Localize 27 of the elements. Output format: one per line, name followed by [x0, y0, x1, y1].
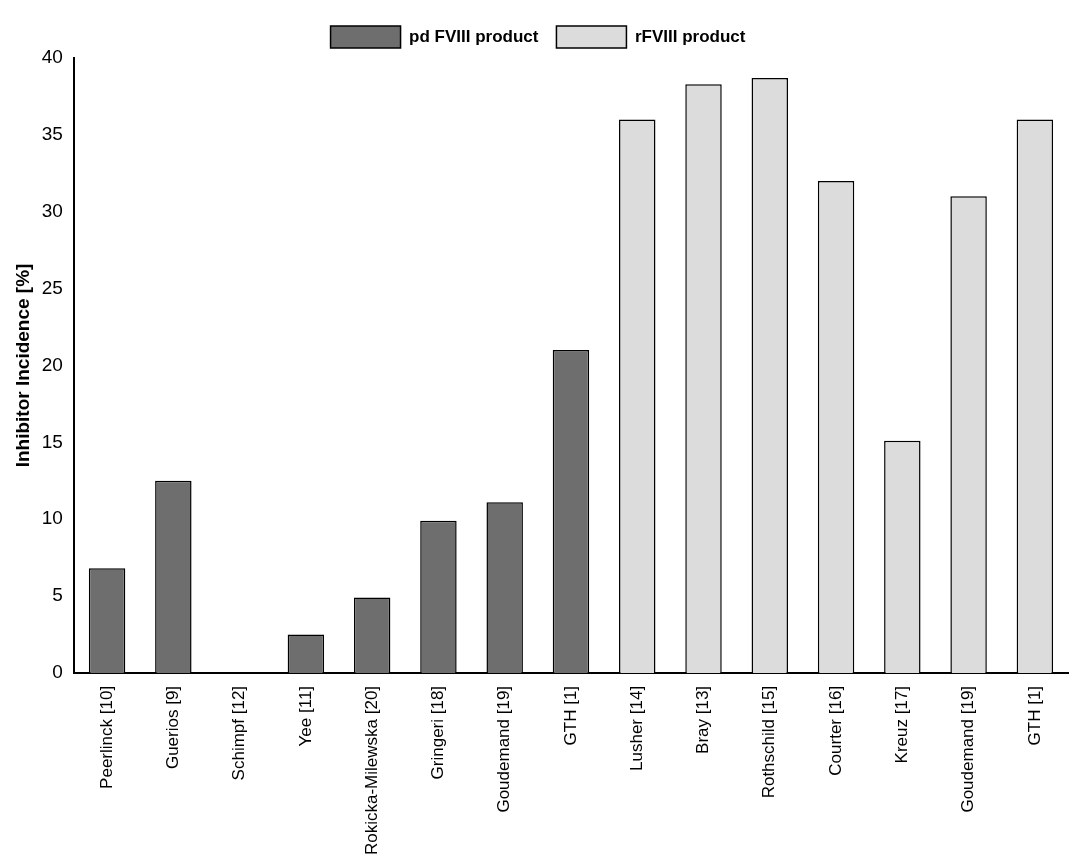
y-tick-label: 35 — [41, 123, 63, 145]
y-tick-label: 30 — [41, 199, 63, 221]
x-tick-label: Schimpf [12] — [229, 685, 249, 781]
x-tick-label: Lusher [14] — [626, 685, 646, 771]
y-tick-label: 15 — [41, 430, 63, 452]
x-tick-label: Peerlinck [10] — [96, 685, 116, 789]
y-tick-label: 40 — [41, 46, 63, 68]
x-tick-label: Yee [11] — [295, 685, 315, 747]
y-tick-label: 25 — [41, 276, 63, 298]
x-tick-label: Courter [16] — [825, 685, 845, 776]
y-tick-label: 20 — [41, 353, 63, 375]
x-tick-label: Bray [13] — [693, 685, 713, 754]
x-tick-label: Goudemand [19] — [958, 685, 978, 813]
x-tick-label: GTH [1] — [1024, 685, 1044, 746]
legend-label: pd FVIII product — [409, 26, 539, 46]
x-tick-label: Rokicka-Milewska [20] — [361, 685, 381, 856]
x-tick-label: GTH [1] — [560, 685, 580, 746]
x-tick-label: Gringeri [18] — [428, 685, 448, 780]
x-tick-label: Guerios [9] — [163, 685, 183, 770]
x-tick-label: Rothschild [15] — [759, 685, 779, 799]
y-tick-label: 10 — [41, 507, 63, 529]
x-tick-label: Goudemand [19] — [494, 685, 514, 813]
x-tick-label: Kreuz [17] — [892, 685, 912, 764]
y-tick-label: 0 — [52, 661, 63, 683]
y-tick-label: 5 — [52, 584, 63, 606]
legend-label: rFVIII product — [634, 26, 746, 46]
y-axis-title: Inhibitor Incidence [%] — [11, 263, 33, 468]
